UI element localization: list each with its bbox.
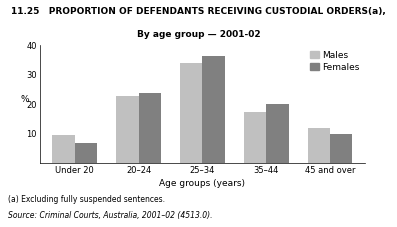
Bar bbox=[202, 56, 225, 163]
Text: (a) Excluding fully suspended sentences.: (a) Excluding fully suspended sentences. bbox=[8, 195, 165, 204]
X-axis label: Age groups (years): Age groups (years) bbox=[160, 179, 245, 188]
Bar bbox=[75, 143, 97, 163]
Bar bbox=[308, 128, 330, 163]
Bar bbox=[116, 96, 139, 163]
Bar bbox=[180, 63, 202, 163]
Bar bbox=[52, 135, 75, 163]
Text: Source: Criminal Courts, Australia, 2001–02 (4513.0).: Source: Criminal Courts, Australia, 2001… bbox=[8, 211, 212, 220]
Bar bbox=[330, 134, 353, 163]
Legend: Males, Females: Males, Females bbox=[306, 47, 363, 75]
Bar bbox=[139, 93, 161, 163]
Text: By age group — 2001-02: By age group — 2001-02 bbox=[137, 30, 260, 39]
Bar bbox=[244, 112, 266, 163]
Text: 11.25   PROPORTION OF DEFENDANTS RECEIVING CUSTODIAL ORDERS(a),: 11.25 PROPORTION OF DEFENDANTS RECEIVING… bbox=[11, 7, 386, 16]
Bar bbox=[266, 104, 289, 163]
Y-axis label: %: % bbox=[21, 95, 29, 104]
